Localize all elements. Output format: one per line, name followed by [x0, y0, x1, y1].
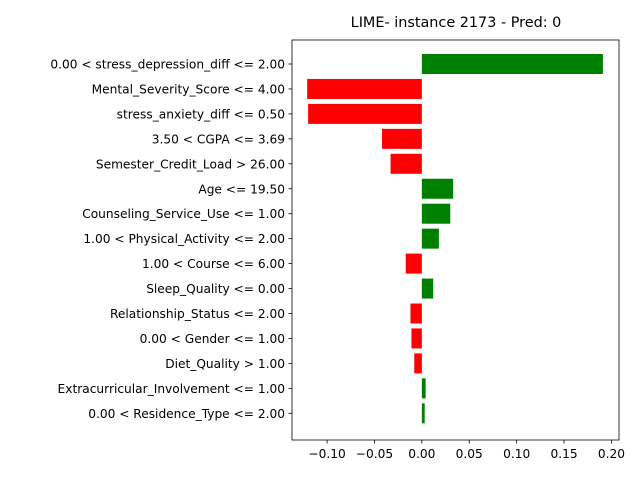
y-tick-label: Semester_Credit_Load > 26.00: [96, 157, 285, 171]
bar: [421, 228, 439, 249]
y-tick-label: Relationship_Status <= 2.00: [110, 307, 285, 321]
y-tick-label: 0.00 < Gender <= 1.00: [140, 332, 285, 346]
x-tick-label: 0.10: [503, 447, 530, 461]
y-tick-labels: 0.00 < stress_depression_diff <= 2.00 Men…: [50, 58, 292, 421]
y-tick-label: 0.00 < stress_depression_diff <= 2.00: [50, 58, 285, 72]
bar: [405, 253, 422, 274]
bar: [421, 378, 426, 399]
chart-title: LIME- instance 2173 - Pred: 0: [351, 15, 562, 31]
y-tick-label: 0.00 < Residence_Type <= 2.00: [88, 407, 285, 421]
bar: [390, 153, 422, 174]
y-tick-label: 1.00 < Physical_Activity <= 2.00: [83, 232, 285, 246]
bar: [421, 278, 434, 299]
y-tick-label: 1.00 < Course <= 6.00: [142, 257, 285, 271]
bar: [421, 178, 454, 199]
x-tick-label: −0.05: [356, 447, 393, 461]
y-tick-label: Diet_Quality > 1.00: [165, 357, 285, 371]
x-tick-label: 0.00: [408, 447, 435, 461]
x-tick-label: −0.10: [308, 447, 345, 461]
y-tick-label: Age <= 19.50: [198, 182, 285, 196]
y-tick-label: Mental_Severity_Score <= 4.00: [92, 82, 285, 96]
y-tick-label: Counseling_Service_Use <= 1.00: [82, 207, 285, 221]
x-tick-label: 0.20: [598, 447, 625, 461]
x-tick-label: 0.05: [456, 447, 483, 461]
bar: [307, 78, 422, 99]
bar: [414, 353, 422, 374]
plot-frame: [291, 39, 620, 441]
bar: [421, 54, 603, 74]
y-tick-label: Sleep_Quality <= 0.00: [146, 282, 285, 296]
bar: [410, 303, 422, 324]
bar: [382, 128, 422, 149]
y-tick-label: 3.50 < CGPA <= 3.69: [152, 132, 285, 146]
bar: [411, 328, 422, 349]
bar: [421, 203, 451, 224]
bars-group: [307, 54, 603, 424]
y-tick-label: Extracurricular_Involvement <= 1.00: [58, 382, 285, 396]
y-tick-label: stress_anxiety_diff <= 0.50: [117, 107, 285, 121]
x-axis: −0.10 −0.05 0.00 0.05 0.10 0.15 0.20: [308, 440, 625, 461]
x-tick-label: 0.15: [550, 447, 577, 461]
bar: [421, 403, 425, 424]
bar: [308, 103, 422, 124]
